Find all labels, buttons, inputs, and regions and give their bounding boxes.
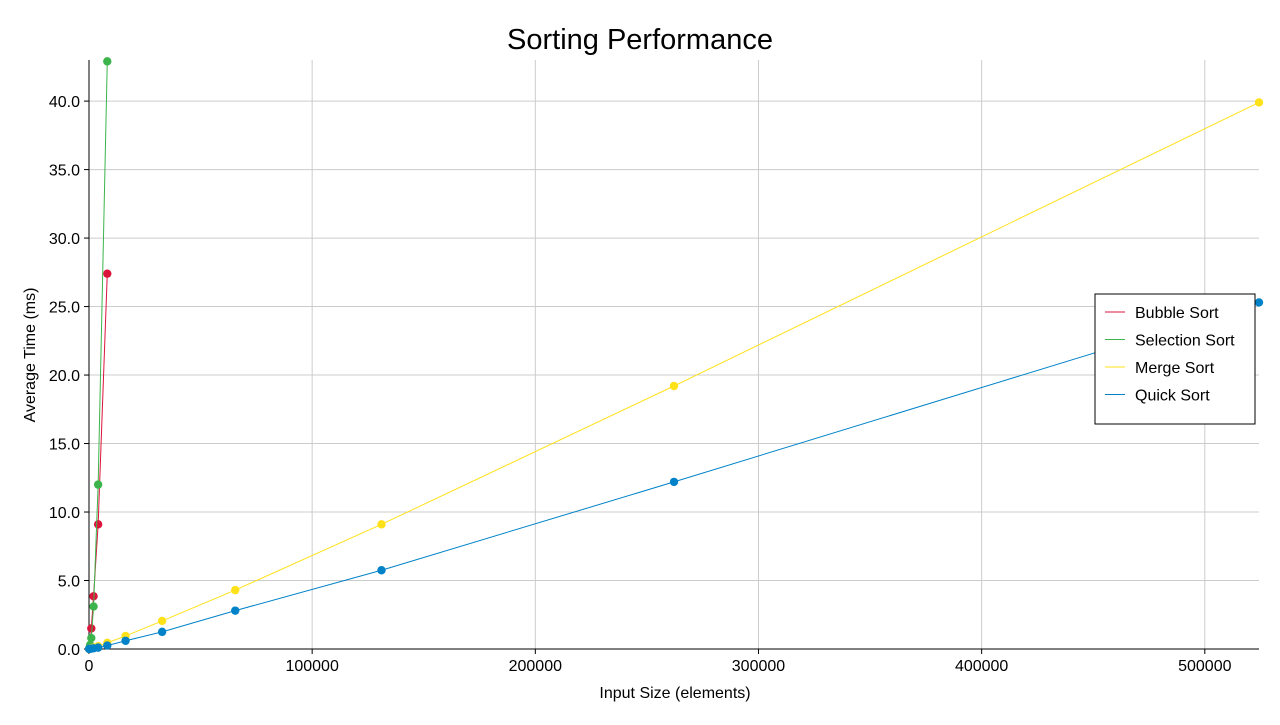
series-merge-sort — [84, 98, 1264, 654]
legend: Bubble Sort Selection Sort Merge Sort Quick… — [1094, 293, 1256, 425]
chart-title: Sorting Performance — [507, 24, 773, 56]
series-quick-sort — [84, 298, 1264, 654]
grid-lines — [88, 60, 1259, 650]
data-point-selection-sort — [89, 602, 98, 611]
data-point-merge-sort — [157, 616, 167, 626]
y-tick-label: 35.0 — [49, 163, 80, 180]
legend-label-bubble-sort: Bubble Sort — [1135, 305, 1219, 322]
y-tick-label: 10.0 — [49, 505, 80, 522]
x-tick-label: 300000 — [732, 658, 785, 675]
y-tick-label: 15.0 — [49, 437, 80, 454]
x-tick-label: 200000 — [509, 658, 562, 675]
data-point-quick-sort — [377, 566, 386, 575]
data-point-merge-sort — [1254, 98, 1264, 107]
data-point-bubble-sort — [93, 520, 103, 529]
y-tick-label: 25.0 — [49, 300, 80, 317]
x-tick-label: 100000 — [285, 658, 338, 675]
data-point-quick-sort — [93, 643, 103, 652]
x-axis-label: Input Size (elements) — [599, 685, 750, 702]
legend-label-merge-sort: Merge Sort — [1135, 360, 1215, 377]
data-point-selection-sort — [93, 480, 103, 489]
legend-label-selection-sort: Selection Sort — [1135, 333, 1235, 350]
data-point-merge-sort — [231, 585, 240, 595]
x-tick-label: 500000 — [1178, 658, 1231, 675]
data-point-bubble-sort — [103, 269, 112, 278]
legend-label-quick-sort: Quick Sort — [1135, 388, 1210, 405]
axes — [84, 60, 1259, 654]
data-point-selection-sort — [87, 633, 96, 643]
data-point-merge-sort — [669, 381, 679, 391]
data-point-quick-sort — [157, 627, 167, 637]
plot-area — [84, 57, 1264, 654]
data-point-quick-sort — [669, 477, 679, 487]
y-tick-label: 0.0 — [58, 642, 80, 659]
data-point-bubble-sort — [87, 624, 96, 633]
y-axis-label: Average Time (ms) — [22, 288, 39, 423]
data-point-quick-sort — [103, 641, 112, 650]
data-point-selection-sort — [103, 57, 112, 66]
y-tick-label: 30.0 — [49, 231, 80, 248]
y-tick-label: 5.0 — [58, 574, 80, 591]
series-line-merge-sort — [89, 102, 1260, 650]
x-tick-label: 0 — [85, 658, 94, 675]
y-tick-label: 40.0 — [49, 94, 80, 111]
x-tick-label: 400000 — [955, 658, 1008, 675]
legend-box — [1094, 293, 1256, 425]
data-point-merge-sort — [377, 520, 386, 529]
y-tick-label: 20.0 — [49, 368, 80, 385]
tick-labels: 0 100000 200000 300000 400000 500000 0.0 5.0 10.… — [49, 94, 1232, 675]
data-point-quick-sort — [121, 636, 130, 645]
data-point-quick-sort — [231, 606, 240, 615]
series-line-quick-sort — [89, 301, 1260, 650]
data-point-quick-sort — [1254, 298, 1264, 307]
